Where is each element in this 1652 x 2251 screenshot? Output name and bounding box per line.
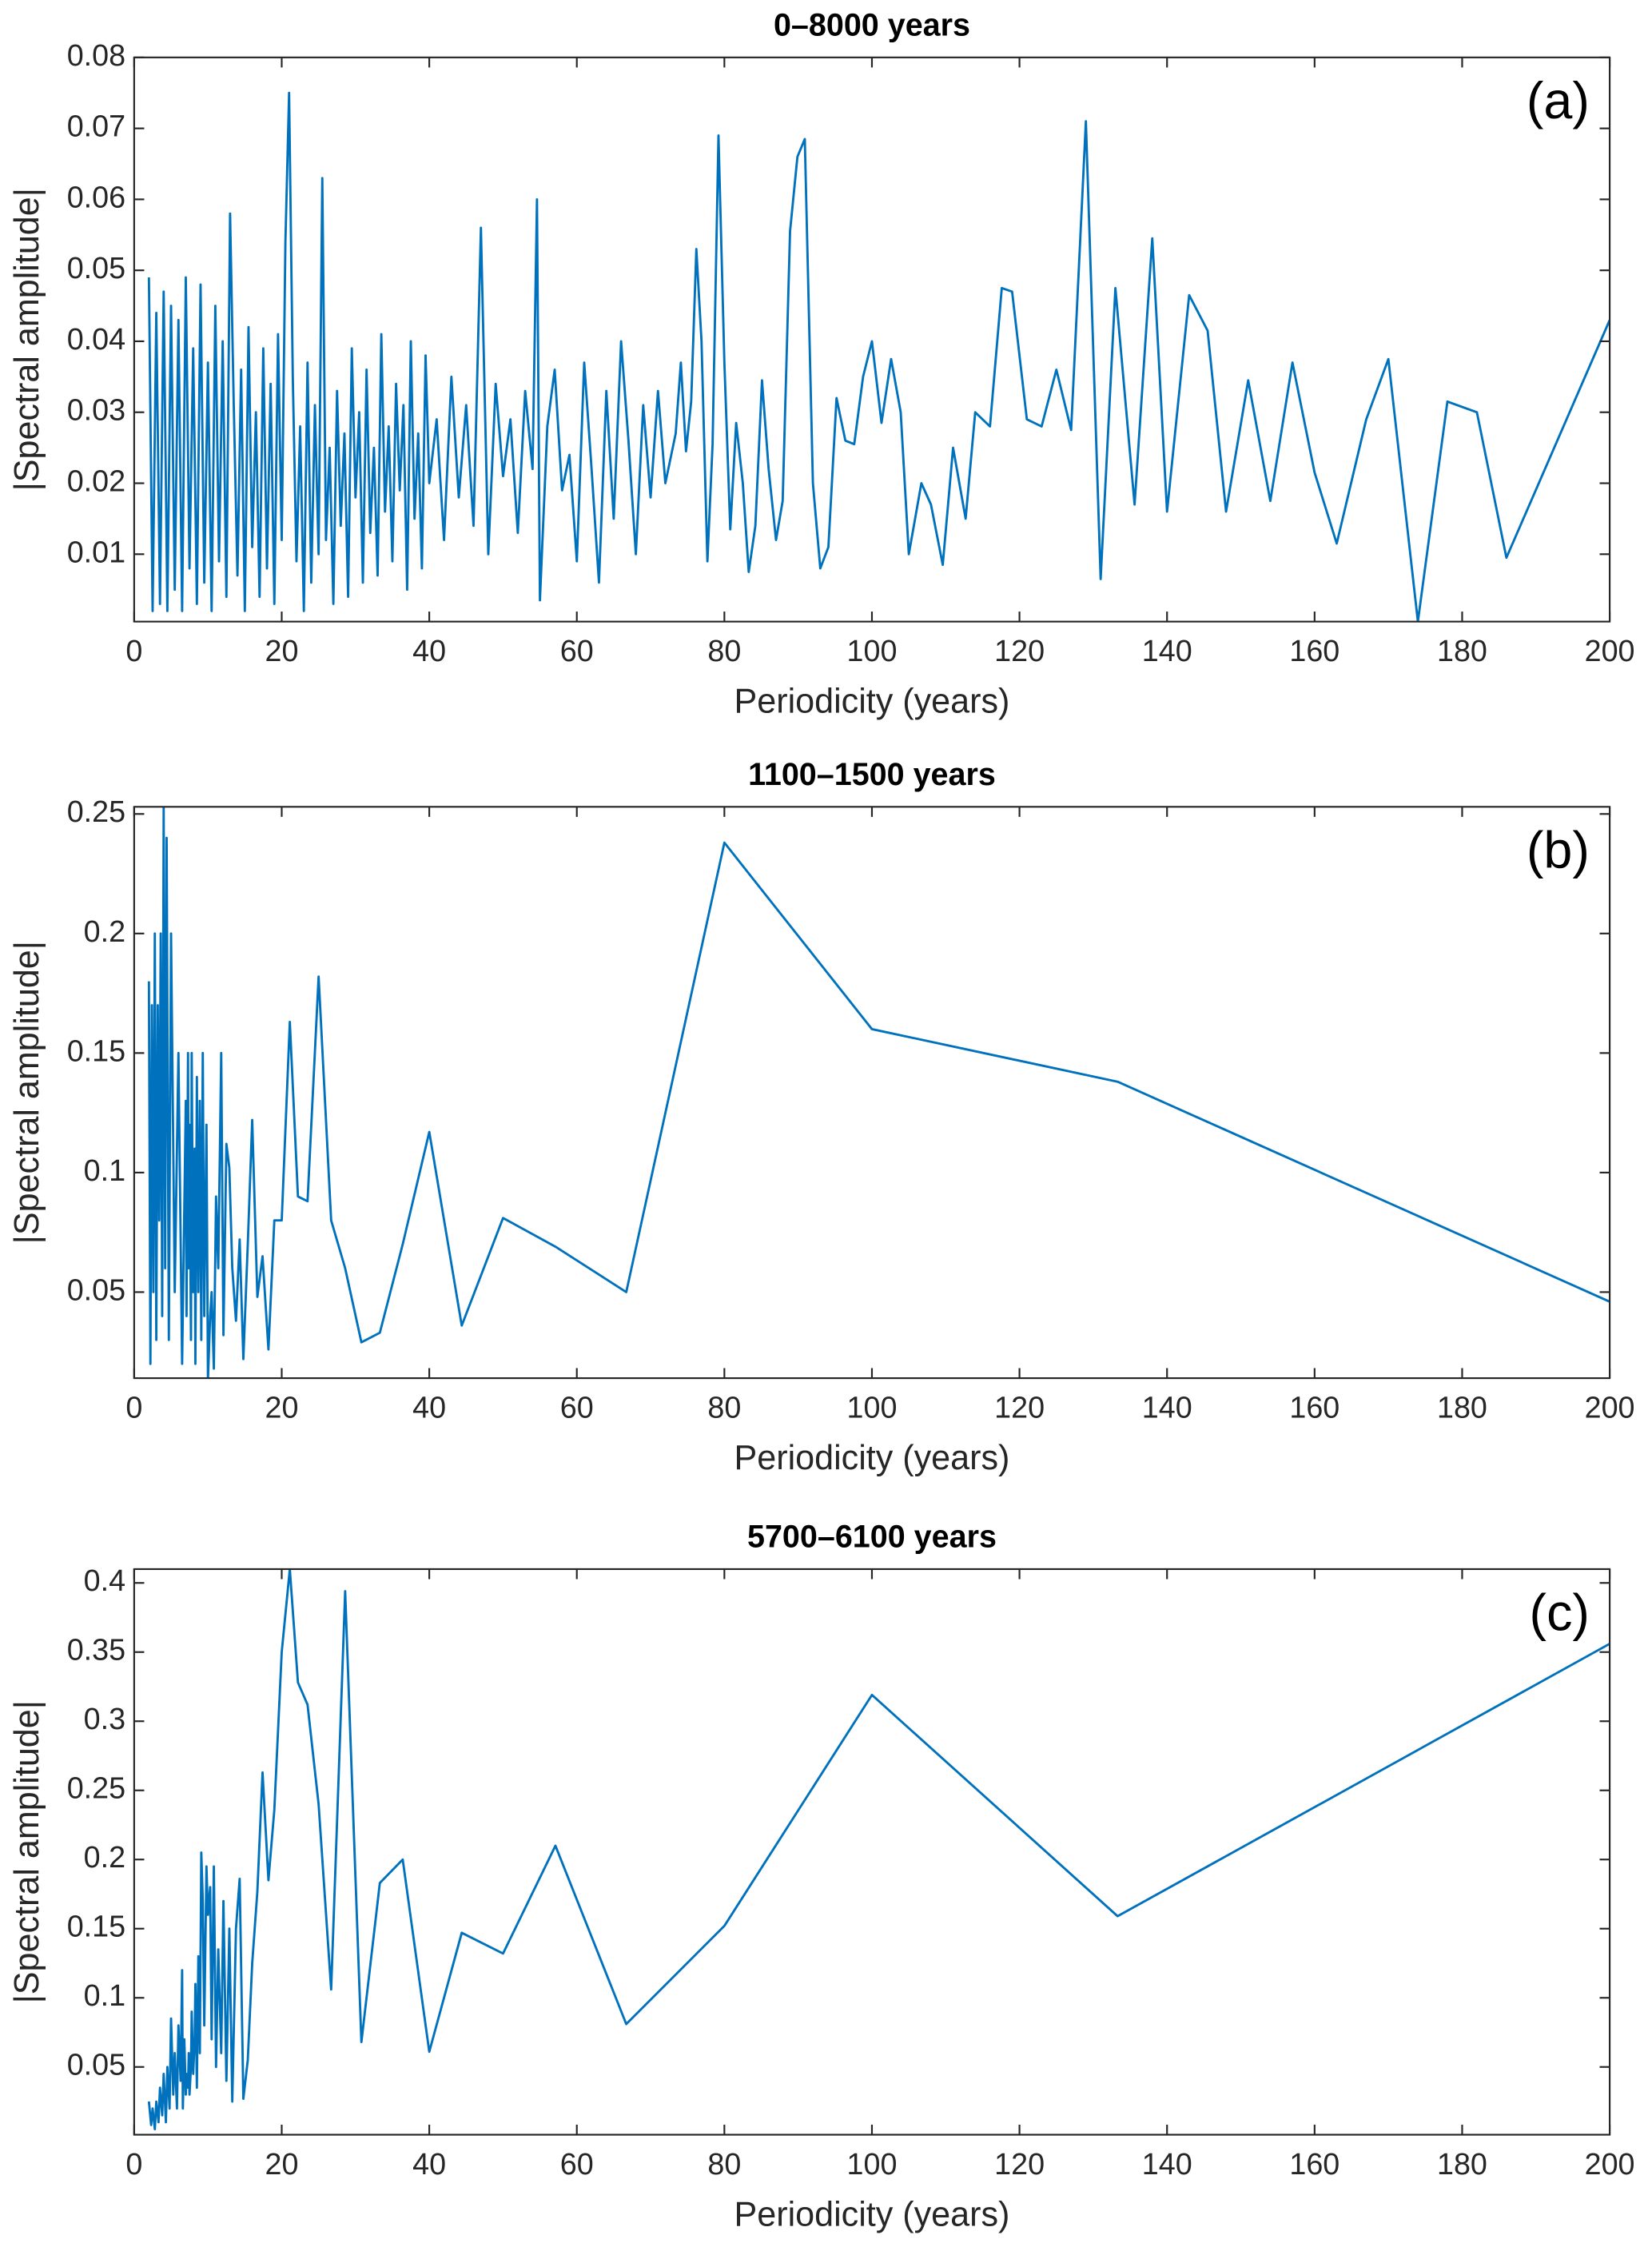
y-tick-label: 0.04 xyxy=(67,322,125,356)
x-tick-label: 80 xyxy=(707,2147,741,2181)
y-tick-label: 0.25 xyxy=(67,795,125,828)
y-axis-label: |Spectral amplitude| xyxy=(8,1700,46,2003)
x-tick-label: 100 xyxy=(847,1391,898,1424)
x-tick-label: 120 xyxy=(994,2147,1045,2181)
y-tick-label: 0.05 xyxy=(67,2048,125,2082)
data-line xyxy=(147,91,1610,622)
x-tick-label: 200 xyxy=(1585,2147,1635,2181)
y-axis-label: |Spectral amplitude| xyxy=(8,188,46,491)
plot xyxy=(147,1568,1610,2131)
x-tick-label: 100 xyxy=(847,2147,898,2181)
x-tick-label: 20 xyxy=(265,634,299,667)
y-tick-label: 0.03 xyxy=(67,393,125,427)
y-tick-label: 0.2 xyxy=(84,1840,125,1874)
x-tick-label: 180 xyxy=(1437,634,1487,667)
y-tick-label: 0.25 xyxy=(67,1771,125,1805)
x-tick-label: 0 xyxy=(125,2147,142,2181)
y-tick-label: 0.1 xyxy=(84,1153,125,1187)
x-tick-label: 140 xyxy=(1142,2147,1192,2181)
x-axis-label: Periodicity (years) xyxy=(734,2195,1010,2233)
y-tick-label: 0.02 xyxy=(67,464,125,497)
x-tick-label: 160 xyxy=(1289,634,1340,667)
x-tick-label: 100 xyxy=(847,634,898,667)
y-tick-label: 0.08 xyxy=(67,38,125,72)
y-tick-label: 0.01 xyxy=(67,535,125,568)
plot-area xyxy=(133,807,1610,1379)
y-tick-label: 0.3 xyxy=(84,1702,125,1735)
panel-label: (b) xyxy=(1527,821,1590,879)
x-tick-label: 0 xyxy=(125,1391,142,1424)
y-tick-label: 0.4 xyxy=(84,1564,125,1597)
chart-title: 1100–1500 years xyxy=(748,757,996,792)
y-tick-label: 0.15 xyxy=(67,1034,125,1067)
x-axis-label: Periodicity (years) xyxy=(734,682,1010,720)
x-tick-label: 40 xyxy=(412,2147,446,2181)
plot-area xyxy=(133,1568,1610,2135)
x-tick-label: 80 xyxy=(707,634,741,667)
x-tick-label: 180 xyxy=(1437,1391,1487,1424)
x-tick-label: 20 xyxy=(265,1391,299,1424)
panel-label: (c) xyxy=(1530,1583,1590,1641)
plot xyxy=(147,91,1610,622)
x-tick-label: 40 xyxy=(412,1391,446,1424)
x-tick-label: 40 xyxy=(412,634,446,667)
x-tick-label: 140 xyxy=(1142,1391,1192,1424)
x-tick-label: 20 xyxy=(265,2147,299,2181)
y-tick-label: 0.07 xyxy=(67,110,125,143)
x-tick-label: 80 xyxy=(707,1391,741,1424)
data-line xyxy=(147,807,1610,1379)
panel-label: (a) xyxy=(1527,71,1590,129)
x-tick-label: 200 xyxy=(1585,1391,1635,1424)
x-tick-label: 180 xyxy=(1437,2147,1487,2181)
y-tick-label: 0.2 xyxy=(84,914,125,948)
y-tick-label: 0.05 xyxy=(67,251,125,285)
y-tick-label: 0.1 xyxy=(84,1978,125,2012)
x-axis-label: Periodicity (years) xyxy=(734,1439,1010,1477)
y-tick-label: 0.05 xyxy=(67,1273,125,1306)
x-tick-label: 60 xyxy=(560,2147,594,2181)
chart-title: 5700–6100 years xyxy=(747,1520,997,1555)
y-axis-label: |Spectral amplitude| xyxy=(8,941,46,1244)
x-tick-label: 120 xyxy=(994,634,1045,667)
x-tick-label: 140 xyxy=(1142,634,1192,667)
chart-title: 0–8000 years xyxy=(774,8,970,43)
x-tick-label: 60 xyxy=(560,634,594,667)
y-tick-label: 0.35 xyxy=(67,1633,125,1667)
x-tick-label: 200 xyxy=(1585,634,1635,667)
x-tick-label: 60 xyxy=(560,1391,594,1424)
x-tick-label: 160 xyxy=(1289,1391,1340,1424)
x-tick-label: 160 xyxy=(1289,2147,1340,2181)
y-tick-label: 0.06 xyxy=(67,180,125,213)
plot-area xyxy=(133,57,1610,622)
data-line xyxy=(147,1568,1610,2131)
y-tick-label: 0.15 xyxy=(67,1910,125,1943)
x-tick-label: 120 xyxy=(994,1391,1045,1424)
x-tick-label: 0 xyxy=(125,634,142,667)
plot xyxy=(147,807,1610,1379)
